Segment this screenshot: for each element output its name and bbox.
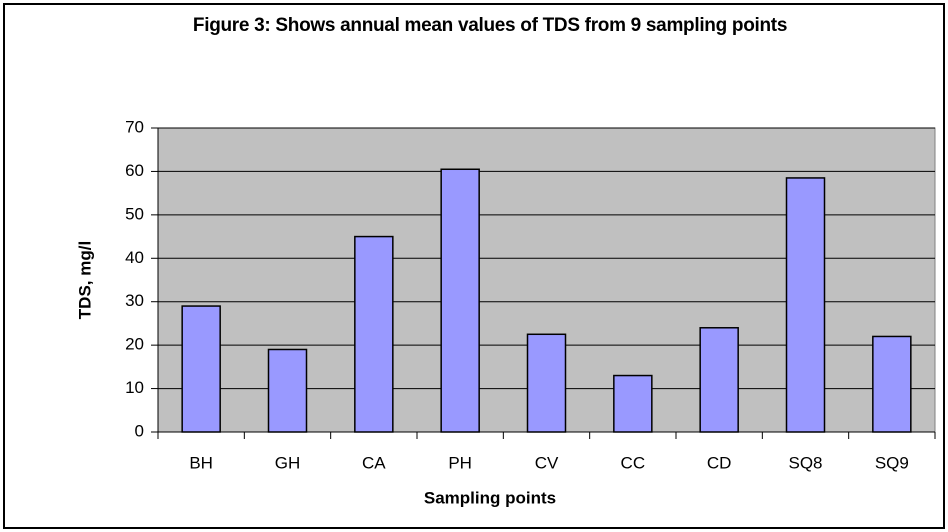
bar	[267, 348, 308, 433]
bar	[526, 333, 567, 433]
chart-title: Figure 3: Shows annual mean values of TD…	[192, 15, 788, 36]
bar	[699, 327, 739, 433]
bar	[181, 305, 221, 433]
y-tick-label: 70	[125, 117, 144, 136]
bar	[440, 168, 480, 433]
y-axis-title: TDS, mg/l	[75, 241, 94, 319]
bar	[785, 177, 826, 433]
bar	[613, 374, 653, 433]
x-tick-label: PH	[448, 453, 472, 472]
x-tick-label: BH	[189, 453, 213, 472]
y-tick-label: 10	[125, 378, 144, 397]
y-tick-label: 50	[125, 204, 144, 223]
y-tick-label: 20	[125, 335, 144, 354]
y-tick-label: 40	[125, 248, 144, 267]
x-axis-title: Sampling points	[424, 488, 556, 507]
x-tick-label: SQ8	[788, 453, 822, 472]
bar	[872, 335, 912, 433]
x-tick-label: GH	[275, 453, 301, 472]
y-tick-label: 0	[135, 421, 144, 440]
bar	[354, 235, 394, 433]
y-tick-label: 30	[125, 291, 144, 310]
x-tick-label: SQ9	[875, 453, 909, 472]
x-tick-label: CV	[535, 453, 559, 472]
x-tick-label: CC	[621, 453, 646, 472]
x-tick-label: CA	[362, 453, 386, 472]
x-tick-label: CD	[707, 453, 732, 472]
y-tick-label: 60	[125, 161, 144, 180]
